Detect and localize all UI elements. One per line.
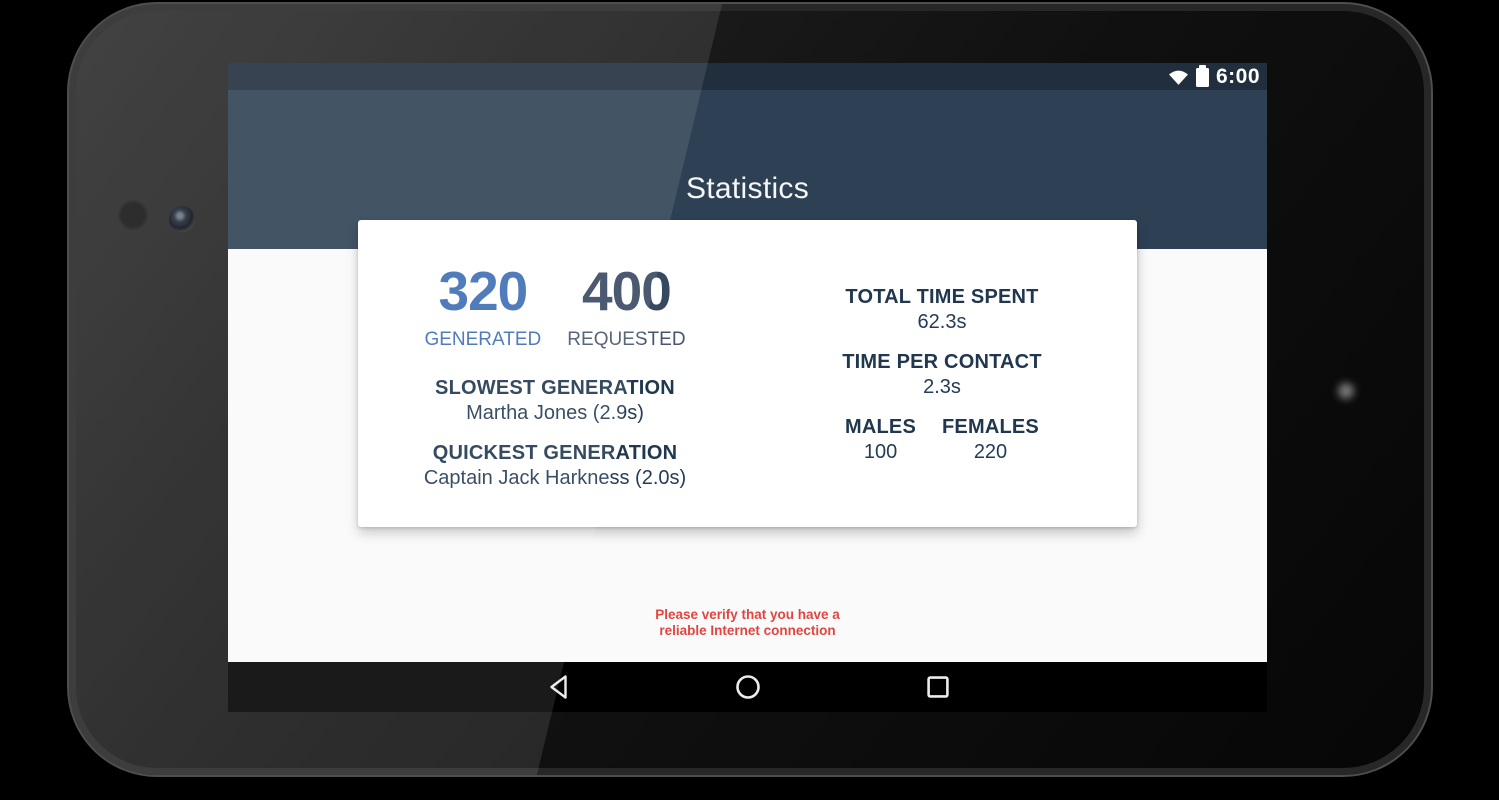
card-left-column: 320 GENERATED 400 REQUESTED SLOWEST GENE… <box>358 220 752 508</box>
front-camera-icon <box>169 206 195 232</box>
time-per-contact-label: TIME PER CONTACT <box>842 351 1042 373</box>
status-time: 6:00 <box>1215 65 1260 88</box>
navigation-bar <box>228 662 1267 712</box>
males-females-stat: MALES 100 FEMALES 220 <box>747 417 1137 462</box>
connection-warning-line2: reliable Internet connection <box>659 623 836 638</box>
time-per-contact-value: 2.3s <box>923 376 961 398</box>
females-label: FEMALES <box>942 416 1039 438</box>
total-time-label: TOTAL TIME SPENT <box>845 286 1039 308</box>
card-right-column: TOTAL TIME SPENT 62.3s TIME PER CONTACT … <box>747 220 1137 482</box>
page-title: Statistics <box>685 172 810 205</box>
males-stat: MALES 100 <box>845 417 916 462</box>
requested-value: 400 <box>582 260 672 322</box>
slowest-generation-value: Martha Jones (2.9s) <box>466 402 644 424</box>
slowest-generation-label: SLOWEST GENERATION <box>435 377 675 399</box>
stats-card: 320 GENERATED 400 REQUESTED SLOWEST GENE… <box>358 220 1137 527</box>
screen: 6:00 Statistics Please verify that you h… <box>228 63 1267 712</box>
status-bar: 6:00 <box>228 63 1267 90</box>
connection-warning-line1: Please verify that you have a <box>655 607 840 622</box>
requested-label: REQUESTED <box>567 329 686 350</box>
quickest-generation-label: QUICKEST GENERATION <box>432 442 678 464</box>
back-button[interactable] <box>538 667 578 707</box>
light-sensor-icon <box>118 200 148 230</box>
males-label: MALES <box>845 416 917 438</box>
counters-row: 320 GENERATED 400 REQUESTED <box>358 264 752 351</box>
requested-stat: 400 REQUESTED <box>567 264 685 351</box>
quickest-generation-stat: QUICKEST GENERATION Captain Jack Harknes… <box>358 443 752 488</box>
wifi-icon <box>1168 67 1189 87</box>
total-time-stat: TOTAL TIME SPENT 62.3s <box>747 287 1137 332</box>
generated-label: GENERATED <box>424 329 542 350</box>
back-icon <box>548 674 568 700</box>
males-value: 100 <box>863 441 898 463</box>
recents-icon <box>926 676 949 698</box>
total-time-value: 62.3s <box>917 311 967 333</box>
time-per-contact-stat: TIME PER CONTACT 2.3s <box>747 352 1137 397</box>
tablet-device: 6:00 Statistics Please verify that you h… <box>67 2 1433 777</box>
generated-value: 320 <box>438 260 528 322</box>
generated-stat: 320 GENERATED <box>424 264 541 351</box>
recents-button[interactable] <box>918 667 958 707</box>
battery-icon <box>1195 65 1209 87</box>
females-stat: FEMALES 220 <box>942 417 1039 462</box>
home-icon <box>735 674 761 700</box>
connection-warning: Please verify that you have a reliable I… <box>228 607 1267 639</box>
side-camera-icon <box>1338 383 1354 399</box>
females-value: 220 <box>973 441 1008 463</box>
slowest-generation-stat: SLOWEST GENERATION Martha Jones (2.9s) <box>358 378 752 423</box>
home-button[interactable] <box>728 667 768 707</box>
quickest-generation-value: Captain Jack Harkness (2.0s) <box>423 467 687 489</box>
